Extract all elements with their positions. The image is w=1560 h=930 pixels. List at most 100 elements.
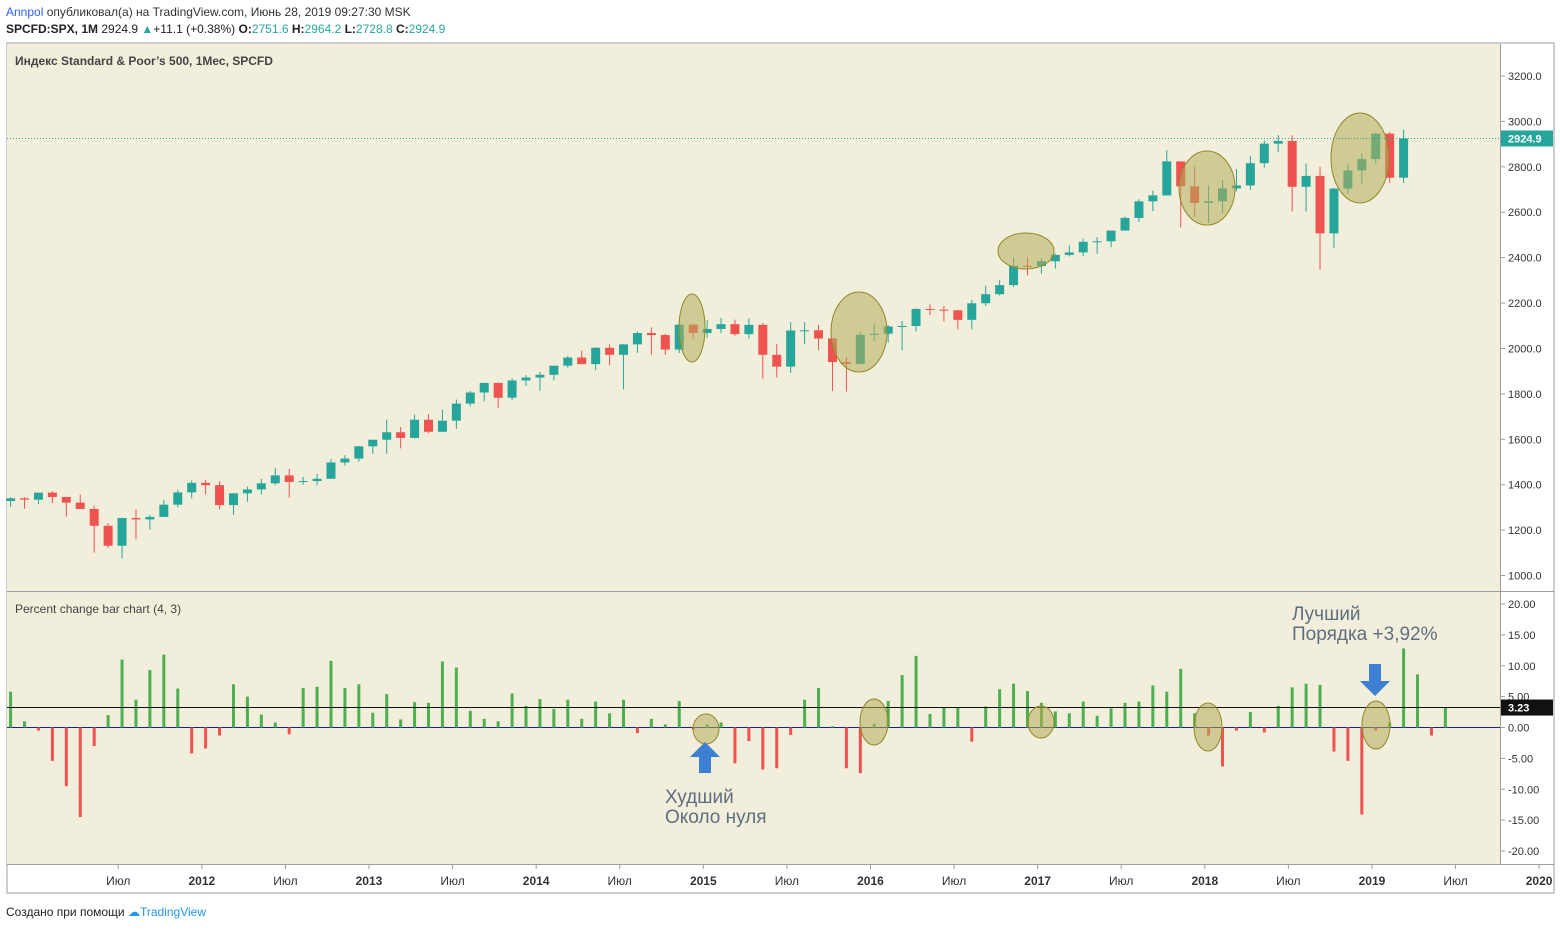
highlight-ellipse[interactable] [830,291,888,373]
percent-bar [106,715,110,728]
candle [117,517,127,559]
time-tick-label: 2012 [188,874,215,888]
candle [47,491,57,504]
candle [270,467,280,486]
candle [89,505,99,553]
highlight-ellipse[interactable] [1193,702,1223,752]
percent-bar [148,670,152,728]
percent-bar [1360,727,1364,815]
candle [201,479,211,495]
percent-bar [844,727,848,769]
percent-bar [1012,683,1016,728]
candle [131,509,141,540]
percent-bar [580,718,584,728]
percent-bar [538,699,542,728]
price-tick-label: 2600.0 [1508,207,1542,219]
percent-bar [1221,727,1225,767]
author-link[interactable]: Annpol [6,5,44,19]
percent-bar [552,708,556,728]
candle [786,322,796,373]
percent-bar [984,706,988,728]
candle [507,378,517,401]
candle [173,489,183,508]
high-label: H: [291,22,305,36]
candle [1301,163,1311,212]
percent-bar [454,667,458,728]
time-tick-label: Июл [273,874,297,888]
candle [1078,238,1088,257]
candle [382,419,392,454]
low-value: 2728.8 [355,22,393,36]
highlight-ellipse[interactable] [1361,700,1391,750]
percent-bar [427,702,430,728]
price-pane-bg [7,44,1500,591]
price-tick-label: 1800.0 [1508,389,1542,401]
percent-bar [566,699,570,728]
percent-bar [635,727,639,734]
percent-bar [1151,685,1155,728]
highlight-ellipse[interactable] [692,713,720,745]
candle [883,325,893,343]
time-tick-label: Июл [106,874,130,888]
last-price: 2924.9 [101,22,139,36]
symbol-name: SPCFD:SPX, 1M [6,22,99,36]
percent-bar [803,699,807,728]
best-label-2: Порядка +3,92% [1292,624,1438,645]
percent-bar [287,727,291,735]
percent-bar [92,727,96,747]
price-tick-label: 2800.0 [1508,162,1542,174]
candle [730,319,740,336]
percent-bar [231,684,235,728]
percent-bar [1443,707,1447,728]
high-value: 2964.2 [304,22,342,36]
candle [1231,168,1241,192]
highlight-ellipse[interactable] [997,232,1055,270]
candle [215,481,225,510]
percent-bar [1262,727,1266,733]
candle [1134,199,1144,222]
indicator-tick-label: -5.00 [1508,753,1533,765]
highlight-ellipse[interactable] [1330,112,1390,204]
worst-label-2: Около нуля [665,807,767,828]
percent-bar [1095,715,1099,728]
percent-bar [1137,701,1141,728]
percent-bar [385,694,389,728]
percent-bar [1179,668,1183,728]
highlight-ellipse[interactable] [1178,150,1236,226]
percent-bar [663,724,667,728]
candle [479,382,489,402]
candle [549,365,559,381]
percent-bar [998,689,1002,728]
candle [326,458,336,479]
candle [591,347,601,371]
tradingview-link[interactable]: TradingView [139,905,207,919]
candle [493,382,503,409]
candle [6,497,16,507]
candle [298,476,308,485]
time-tick-label: Июл [440,874,464,888]
candle [451,399,461,429]
percent-bar [1053,711,1057,728]
highlight-ellipse[interactable] [678,293,706,363]
price-pane-title: Индекс Standard & Poor’s 500, 1Мес, SPCF… [15,54,273,68]
indicator-tick-label: 10.00 [1508,661,1536,673]
percent-bar [1165,691,1169,728]
percent-bar [78,727,82,818]
candle [61,496,71,517]
candle [1106,230,1116,248]
price-tick-label: 2200.0 [1508,298,1542,310]
time-tick-label: 2019 [1359,874,1386,888]
price-tick-label: 2400.0 [1508,253,1542,265]
time-tick-label: Июл [608,874,632,888]
percent-bar [1234,727,1238,731]
candle [1287,135,1297,212]
time-tick-label: 2016 [857,874,884,888]
highlight-ellipse[interactable] [859,698,889,746]
candle [187,480,197,499]
open-label: O: [238,22,252,36]
candle [145,514,155,530]
highlight-ellipse[interactable] [1027,705,1055,739]
candle [340,455,350,466]
price-tick-label: 2000.0 [1508,343,1542,355]
